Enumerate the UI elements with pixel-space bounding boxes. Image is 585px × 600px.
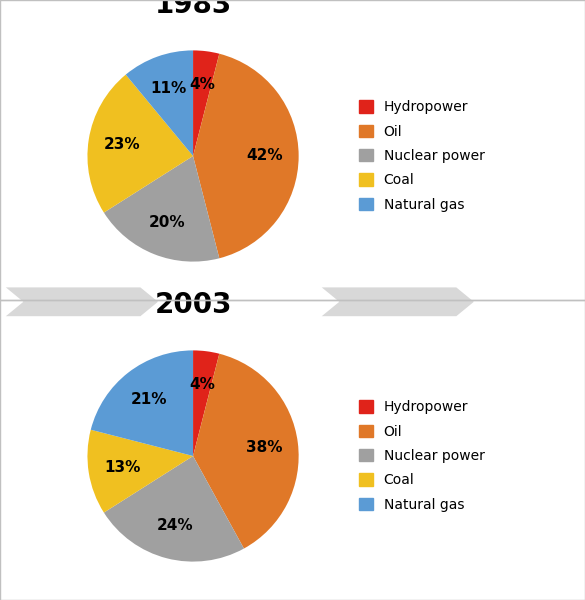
Text: 21%: 21%	[131, 392, 167, 407]
Legend: Hydropower, Oil, Nuclear power, Coal, Natural gas: Hydropower, Oil, Nuclear power, Coal, Na…	[353, 395, 490, 517]
Text: 13%: 13%	[104, 460, 140, 475]
Wedge shape	[104, 456, 244, 562]
Text: 4%: 4%	[189, 77, 215, 92]
Wedge shape	[104, 156, 219, 262]
Text: 20%: 20%	[149, 215, 185, 230]
Wedge shape	[193, 54, 299, 258]
Wedge shape	[193, 354, 299, 548]
Wedge shape	[126, 50, 193, 156]
Text: 23%: 23%	[104, 137, 140, 152]
Wedge shape	[87, 74, 193, 212]
Text: 42%: 42%	[246, 148, 283, 163]
Wedge shape	[193, 350, 219, 456]
Wedge shape	[87, 430, 193, 512]
Text: 38%: 38%	[246, 440, 283, 455]
Legend: Hydropower, Oil, Nuclear power, Coal, Natural gas: Hydropower, Oil, Nuclear power, Coal, Na…	[353, 95, 490, 217]
Text: 11%: 11%	[150, 81, 187, 96]
Title: 2003: 2003	[154, 291, 232, 319]
Title: 1983: 1983	[154, 0, 232, 19]
Text: 4%: 4%	[189, 377, 215, 392]
Text: 24%: 24%	[157, 518, 194, 533]
Wedge shape	[193, 50, 219, 156]
Wedge shape	[91, 350, 193, 456]
